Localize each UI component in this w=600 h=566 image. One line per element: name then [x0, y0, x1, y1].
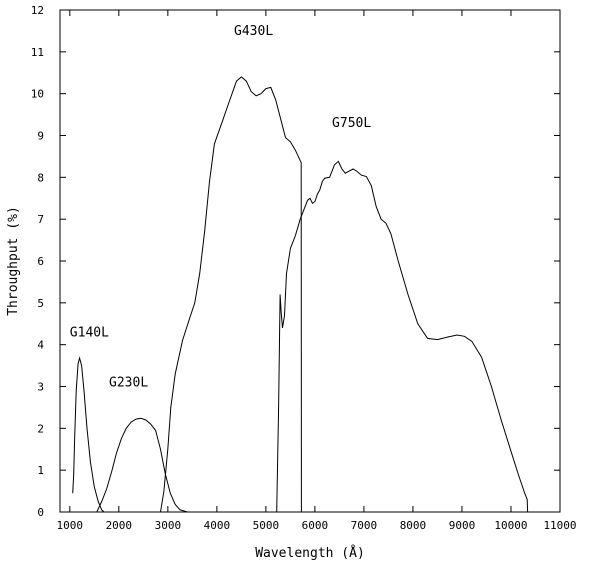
y-tick-label: 4: [37, 339, 44, 352]
y-axis-title: Throughput (%): [6, 206, 21, 316]
series-line-g230l: [96, 417, 188, 513]
x-tick-label: 7000: [351, 519, 378, 532]
series-line-g140l: [72, 356, 105, 513]
x-tick-label: 10000: [494, 519, 527, 532]
x-axis-title: Wavelength (Å): [255, 545, 365, 561]
x-tick-label: 4000: [204, 519, 231, 532]
x-tick-label: 11000: [543, 519, 576, 532]
y-tick-label: 1: [37, 464, 44, 477]
series-label-g750l: G750L: [332, 116, 371, 131]
series-label-g230l: G230L: [109, 376, 148, 391]
x-tick-label: 8000: [400, 519, 427, 532]
y-tick-label: 8: [37, 171, 44, 184]
series-label-g140l: G140L: [70, 325, 109, 340]
y-tick-label: 5: [37, 297, 44, 310]
y-tick-label: 12: [31, 4, 44, 17]
x-tick-label: 9000: [449, 519, 476, 532]
axis-ticks: [60, 9, 561, 513]
y-tick-label: 2: [37, 422, 44, 435]
y-tick-label: 9: [37, 130, 44, 143]
x-tick-label: 1000: [57, 519, 84, 532]
x-tick-label: 6000: [302, 519, 329, 532]
axis-tick-labels: 1000 2000 3000 4000 5000 6000 7000 8000 9000 1000…: [31, 4, 577, 532]
series-labels: G140L G230L G430L G750L: [70, 24, 372, 390]
y-tick-label: 3: [37, 381, 44, 394]
plot-frame: [59, 9, 561, 513]
x-tick-label: 3000: [155, 519, 182, 532]
series-line-g430l: [160, 76, 302, 513]
y-tick-label: 6: [37, 255, 44, 268]
y-tick-label: 10: [31, 88, 44, 101]
x-tick-label: 5000: [253, 519, 280, 532]
series-line-g750l: [276, 160, 529, 513]
y-tick-label: 7: [37, 213, 44, 226]
series-curves: [72, 76, 529, 513]
x-tick-label: 2000: [106, 519, 133, 532]
series-label-g430l: G430L: [234, 24, 273, 39]
y-tick-label: 0: [37, 506, 44, 519]
y-tick-label: 11: [31, 46, 44, 59]
